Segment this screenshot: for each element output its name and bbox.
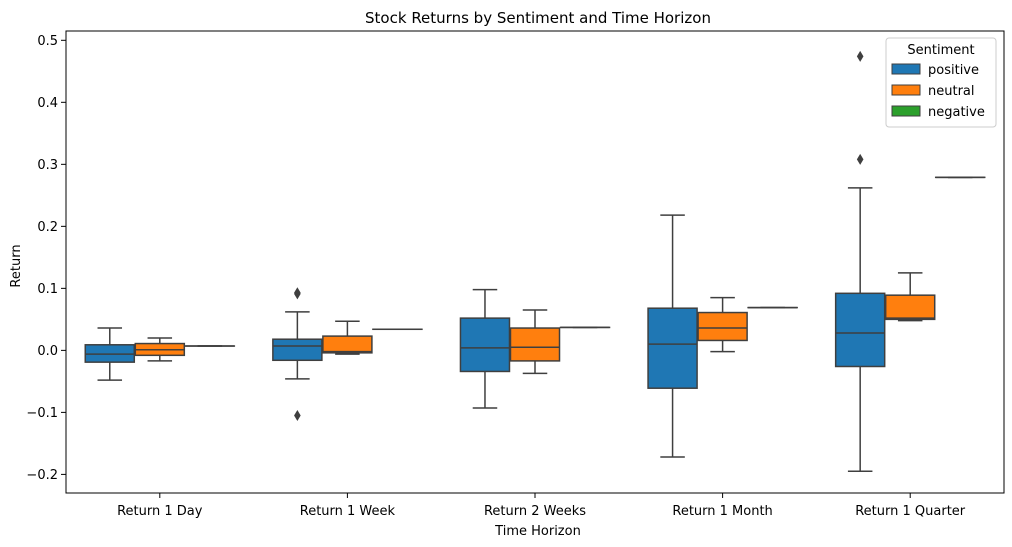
legend-swatch-negative <box>891 105 921 117</box>
plot-area <box>65 30 1005 494</box>
iqr-box <box>509 327 561 362</box>
legend-label-neutral: neutral <box>928 84 975 99</box>
box-neutral-4 <box>697 296 748 353</box>
outlier-point <box>856 50 864 62</box>
x-axis-label: Time Horizon <box>494 524 581 539</box>
x-tick-label: Return 1 Month <box>672 504 772 519</box>
box-neutral-1 <box>134 337 186 362</box>
iqr-box <box>834 292 886 368</box>
y-tick-label: 0.0 <box>37 344 58 359</box>
box-positive-3 <box>459 288 511 409</box>
legend-label-positive: positive <box>928 63 979 78</box>
x-tick-label: Return 1 Week <box>300 504 396 519</box>
x-axis: Return 1 Day Return 1 Week Return 2 Weeks R… <box>117 493 966 519</box>
box-neutral-5 <box>884 272 936 322</box>
y-tick-label: −0.1 <box>26 406 58 421</box>
legend-frame <box>885 37 997 128</box>
y-tick-label: −0.2 <box>26 468 58 483</box>
outlier-point <box>294 288 301 300</box>
y-tick-label: 0.4 <box>37 96 58 111</box>
x-tick-label: Return 2 Weeks <box>484 504 586 519</box>
y-tick-label: 0.2 <box>37 220 58 235</box>
y-tick-label: 0.3 <box>37 158 58 173</box>
x-tick-label: Return 1 Quarter <box>855 504 966 519</box>
iqr-box <box>322 335 373 354</box>
legend-title: Sentiment <box>907 43 974 58</box>
legend-swatch-positive <box>891 63 921 75</box>
box-positive-1 <box>84 327 136 381</box>
legend-swatch-neutral <box>891 84 921 96</box>
plot-frame <box>65 30 1005 494</box>
iqr-box <box>884 294 936 321</box>
chart-title: Stock Returns by Sentiment and Time Hori… <box>365 9 711 27</box>
iqr-box <box>697 311 748 342</box>
box-positive-4 <box>647 214 698 458</box>
y-axis: −0.2 −0.1 0.0 0.1 0.2 0.3 0.4 0.5 <box>26 34 66 483</box>
outlier-point <box>856 153 864 165</box>
legend-label-negative: negative <box>928 105 985 120</box>
y-axis-label: Return <box>9 244 24 287</box>
legend: Sentiment positive neutral negative <box>885 37 997 128</box>
x-tick-label: Return 1 Day <box>117 504 203 519</box>
y-tick-label: 0.5 <box>37 34 58 49</box>
y-tick-label: 0.1 <box>37 282 58 297</box>
outlier-point <box>294 409 301 421</box>
iqr-box <box>272 338 323 362</box>
box-neutral-2 <box>322 320 373 355</box>
box-positive-5 <box>834 50 886 473</box>
box-neutral-3 <box>509 309 561 375</box>
iqr-box <box>647 307 698 389</box>
iqr-box <box>459 317 511 373</box>
box-positive-2 <box>272 287 323 421</box>
